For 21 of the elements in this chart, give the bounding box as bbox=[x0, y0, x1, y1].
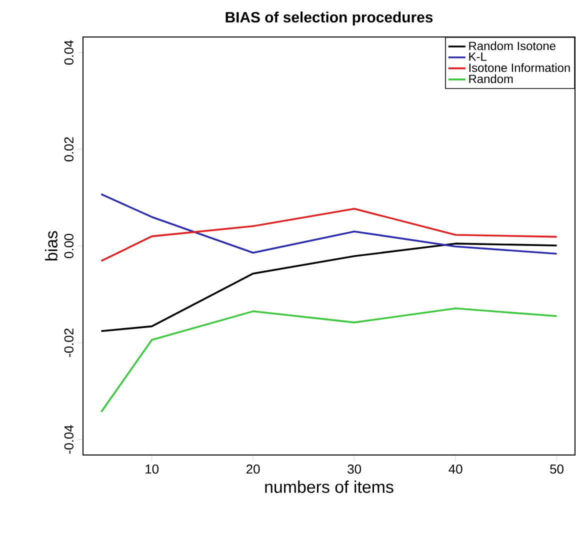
legend-label: Random bbox=[469, 74, 513, 84]
x-tick-label: 10 bbox=[146, 464, 159, 474]
line-series bbox=[100, 242, 558, 332]
y-tick-label: -0.04 bbox=[64, 425, 74, 454]
x-tick-label: 30 bbox=[348, 464, 362, 474]
y-tick-label: 0.04 bbox=[64, 40, 74, 65]
line-series bbox=[100, 208, 558, 262]
line-series bbox=[100, 193, 558, 255]
legend-label: Isotone Information bbox=[469, 63, 570, 72]
legend-label: K-L bbox=[469, 52, 486, 61]
legend-label: Random Isotone bbox=[469, 41, 556, 50]
x-tick-label: 50 bbox=[550, 464, 564, 474]
chart-title: BIAS of selection procedures bbox=[226, 12, 433, 26]
x-axis-title: numbers of items bbox=[265, 480, 394, 493]
y-axis-title: bias bbox=[45, 231, 58, 260]
line-series bbox=[100, 308, 558, 413]
x-tick-label: 40 bbox=[448, 464, 462, 474]
x-tick-label: 20 bbox=[246, 464, 260, 474]
y-tick-label: 0.00 bbox=[64, 234, 74, 258]
y-tick-label: -0.02 bbox=[64, 328, 74, 357]
y-tick-label: 0.02 bbox=[64, 137, 74, 162]
